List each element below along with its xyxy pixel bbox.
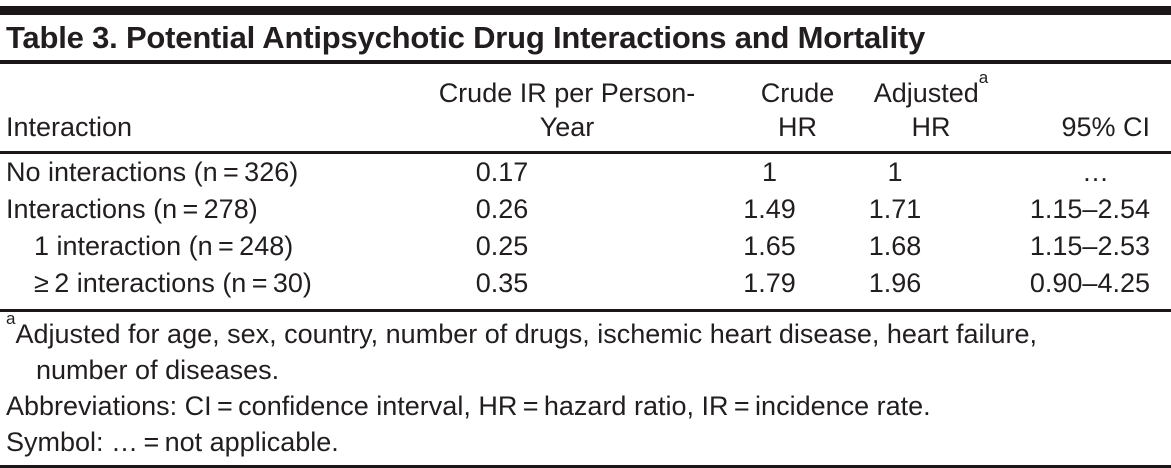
table-row: ≥ 2 interactions (n = 30) 0.35 1.79 1.96… [0,265,1171,302]
cell-crude-ir: 0.35 [475,268,529,298]
footnote-a-line2: number of diseases. [36,355,280,385]
column-header-adjusted-hr-line1: Adjusteda [872,69,990,110]
column-header-crude-hr-line2: HR [778,112,817,142]
column-header-crude-hr-line1: Crude [760,78,835,108]
column-header-crude-ir: Crude IR per Person-Year [438,78,696,142]
cell-crude-ir: 0.25 [475,231,529,261]
footnote-a-reference: a [978,68,989,87]
footnote-a-marker: a [6,309,16,328]
table-body: No interactions (n = 326) 0.17 1 1 … Int… [0,153,1171,303]
cell-ci: … [1082,157,1109,187]
column-header-ci: 95% CI [1061,112,1150,142]
column-header-adjusted-hr-line2: HR [911,112,951,142]
data-table: Interaction Crude IR per Person-Year Cru… [0,64,1171,302]
table-row: Interactions (n = 278) 0.26 1.49 1.71 1.… [0,191,1171,228]
footnotes: aAdjusted for age, sex, country, number … [0,310,1171,460]
table-header: Interaction Crude IR per Person-Year Cru… [0,64,1171,153]
cell-ci: 0.90–4.25 [1029,268,1150,298]
bottom-rule [0,465,1171,468]
cell-adjusted-hr: 1.68 [868,231,922,261]
cell-ci: 1.15–2.53 [1029,231,1150,261]
cell-crude-ir: 0.17 [475,157,529,187]
cell-ci: 1.15–2.54 [1029,194,1150,224]
top-rule [0,6,1171,15]
cell-interaction: ≥ 2 interactions (n = 30) [34,268,312,298]
cell-interaction: Interactions (n = 278) [6,194,258,224]
cell-adjusted-hr: 1 [887,157,903,187]
footnote-a-text: Adjusted for age, sex, country, number o… [15,319,1037,349]
header-row: Interaction Crude IR per Person-Year Cru… [0,64,1171,153]
adjusted-label: Adjusted [873,78,979,108]
column-header-interaction: Interaction [6,112,133,142]
body-bottom-rule [0,309,1171,312]
cell-interaction: 1 interaction (n = 248) [34,231,294,261]
cell-crude-hr: 1.79 [743,268,796,298]
footnote-abbreviations: Abbreviations: CI = confidence interval,… [6,391,931,421]
footnote-a-line1: aAdjusted for age, sex, country, number … [6,310,1165,352]
cell-adjusted-hr: 1.96 [868,268,922,298]
column-header-crude-hr: Crude HR [715,64,860,153]
table-row: 1 interaction (n = 248) 0.25 1.65 1.68 1… [0,228,1171,265]
cell-adjusted-hr: 1.71 [868,194,922,224]
footnote-symbol: Symbol: … = not applicable. [6,427,339,457]
cell-crude-hr: 1.49 [743,194,796,224]
title-underline [0,60,1171,64]
cell-crude-hr: 1.65 [743,231,796,261]
cell-crude-hr: 1 [761,157,778,187]
cell-interaction: No interactions (n = 326) [6,157,299,187]
table-title: Table 3. Potential Antipsychotic Drug In… [6,20,926,55]
table-row: No interactions (n = 326) 0.17 1 1 … [0,153,1171,192]
cell-crude-ir: 0.26 [475,194,529,224]
column-header-adjusted-hr: Adjusteda HR [860,64,990,153]
